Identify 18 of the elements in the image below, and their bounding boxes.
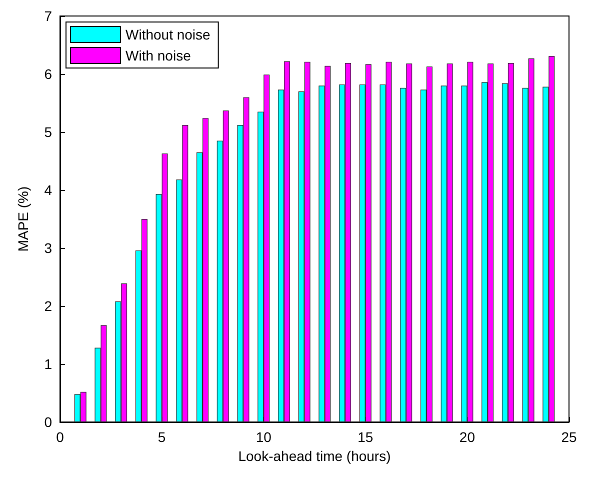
y-tick-label: 0 (44, 414, 52, 430)
y-tick-label: 5 (44, 124, 52, 140)
y-tick-label: 2 (44, 298, 52, 314)
x-tick-label: 10 (256, 429, 272, 445)
y-tick-label: 4 (44, 182, 52, 198)
y-tick-label: 1 (44, 356, 52, 372)
x-tick-label: 0 (56, 429, 64, 445)
y-axis-title: MAPE (%) (15, 186, 31, 252)
x-tick-label: 25 (561, 429, 577, 445)
y-tick-label: 3 (44, 240, 52, 256)
y-tick-label: 6 (44, 66, 52, 82)
x-tick-label: 20 (459, 429, 476, 445)
x-axis-title: Look-ahead time (hours) (238, 448, 391, 464)
x-tick-label: 15 (358, 429, 374, 445)
legend-label: Without noise (126, 26, 211, 42)
y-tick-label: 7 (44, 8, 52, 24)
legend-label: With noise (126, 48, 192, 64)
x-tick-label: 5 (158, 429, 166, 445)
